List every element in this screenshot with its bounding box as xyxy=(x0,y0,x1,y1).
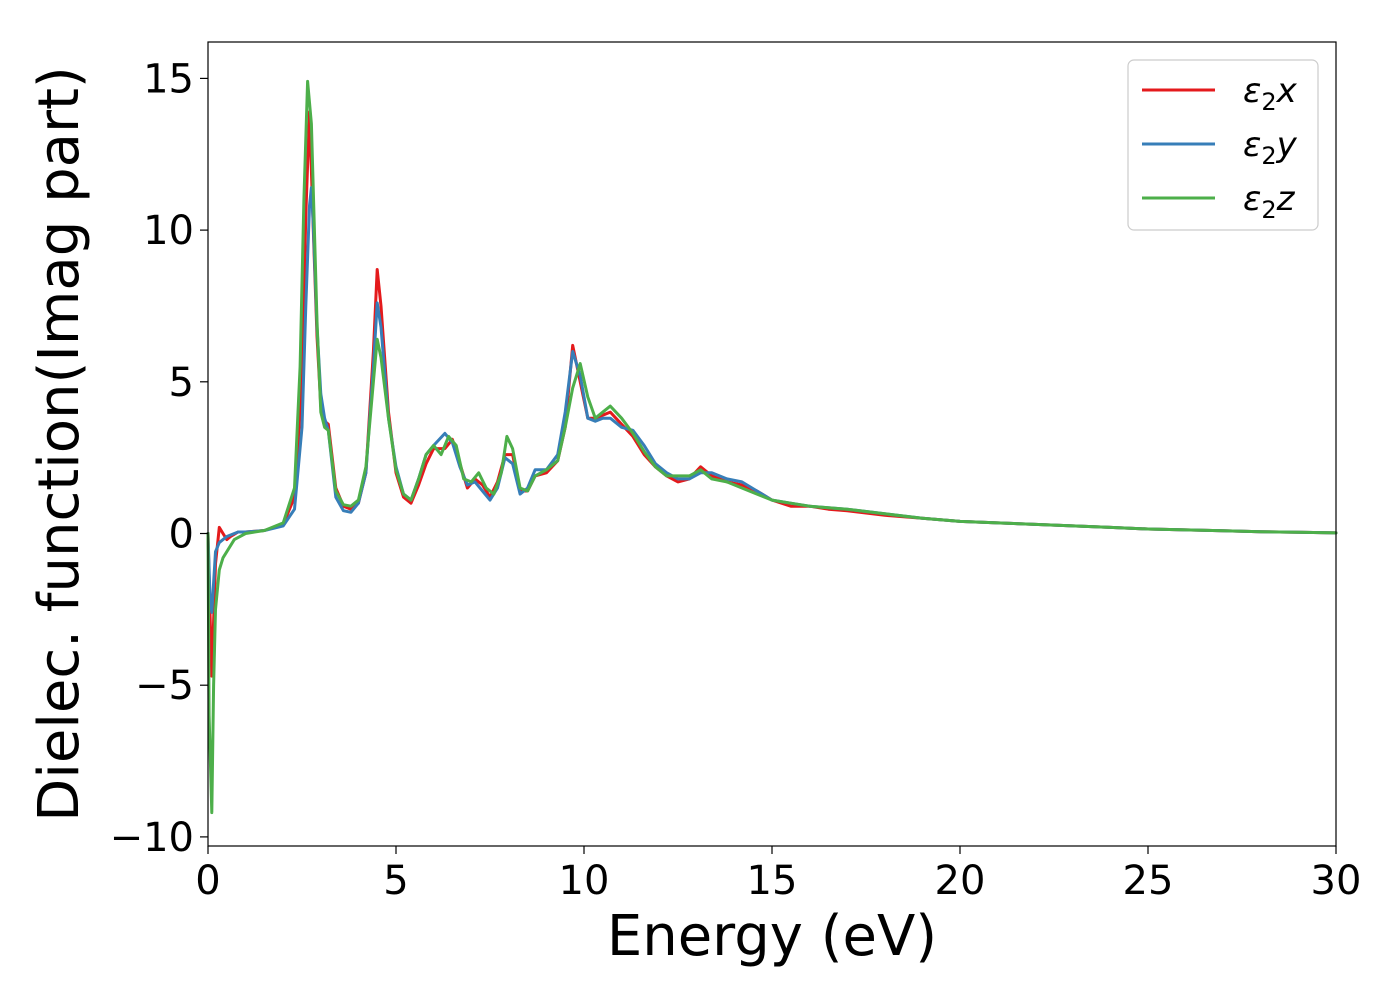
x-axis-title: Energy (eV) xyxy=(607,904,937,969)
x-tick-label: 10 xyxy=(559,858,610,904)
legend-box xyxy=(1127,59,1319,231)
y-tick-label: 10 xyxy=(143,208,194,254)
x-tick-label: 30 xyxy=(1311,858,1362,904)
x-axis: 0 5 10 15 20 25 30 xyxy=(195,846,1361,904)
y-tick-label: 15 xyxy=(143,56,194,102)
x-tick-label: 15 xyxy=(747,858,798,904)
x-tick-label: 20 xyxy=(935,858,986,904)
y-tick-label: −10 xyxy=(110,815,194,861)
y-tick-label: 5 xyxy=(169,360,194,406)
y-axis: −10 −5 0 5 10 15 xyxy=(110,56,208,861)
y-tick-label: 0 xyxy=(169,512,194,558)
x-tick-label: 25 xyxy=(1123,858,1174,904)
legend-label-y: ε2y xyxy=(1243,125,1298,170)
series-layer xyxy=(206,79,1338,815)
x-tick-label: 0 xyxy=(195,858,220,904)
legend-label-z: ε2z xyxy=(1243,179,1296,224)
legend: ε2x ε2y ε2z xyxy=(1127,59,1319,231)
y-axis-title: Dielec. function(Imag part) xyxy=(27,66,92,822)
x-tick-label: 5 xyxy=(383,858,408,904)
series-line-z xyxy=(206,79,1338,815)
y-tick-label: −5 xyxy=(135,663,194,709)
legend-label-x: ε2x xyxy=(1243,71,1298,116)
